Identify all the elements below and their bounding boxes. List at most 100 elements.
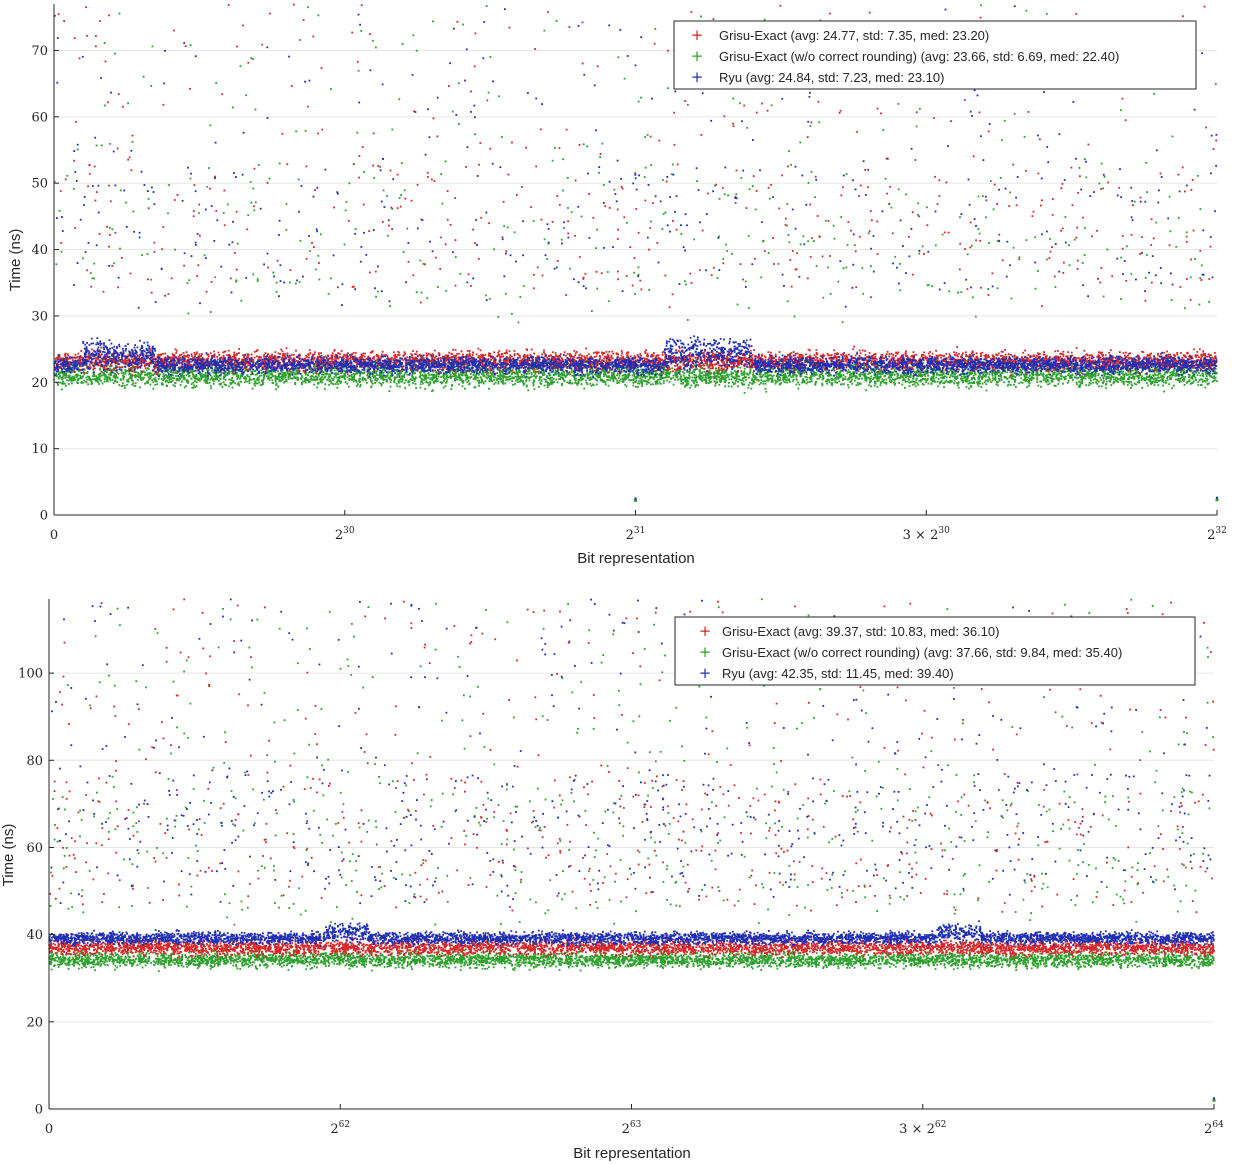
point-top-s1 bbox=[801, 379, 804, 382]
point-top-s1 bbox=[1007, 383, 1010, 386]
point-top-s1 bbox=[718, 379, 721, 381]
point-top-s1 bbox=[743, 371, 746, 373]
point-top-s1 bbox=[919, 375, 922, 378]
point-top-s1 bbox=[1153, 92, 1155, 95]
point-top-s1 bbox=[290, 373, 292, 376]
point-top-s1 bbox=[348, 375, 351, 377]
point-top-s1 bbox=[1040, 380, 1043, 383]
point-top-s1 bbox=[450, 388, 453, 390]
point-top-s1 bbox=[1106, 377, 1109, 379]
point-top-s1 bbox=[696, 375, 698, 378]
point-top-s1 bbox=[1211, 380, 1214, 383]
point-top-s1 bbox=[921, 374, 924, 377]
point-top-s1 bbox=[1003, 368, 1006, 371]
point-top-s1 bbox=[889, 372, 891, 375]
point-top-s1 bbox=[603, 375, 605, 378]
point-top-s1 bbox=[914, 381, 917, 384]
point-top-s1 bbox=[455, 372, 457, 375]
point-top-s1 bbox=[591, 310, 593, 312]
point-top-s1 bbox=[134, 385, 137, 387]
point-top-s1 bbox=[1084, 226, 1086, 229]
point-top-s1 bbox=[60, 382, 63, 385]
point-top-s1 bbox=[1184, 371, 1187, 374]
point-top-s1 bbox=[762, 368, 764, 371]
point-top-s1 bbox=[1065, 375, 1067, 378]
point-top-s1 bbox=[1153, 377, 1156, 380]
point-top-s1 bbox=[1209, 375, 1211, 378]
point-top-s1 bbox=[140, 378, 142, 381]
point-top-s1 bbox=[130, 373, 132, 376]
point-top-s1 bbox=[796, 374, 798, 377]
point-top-s1 bbox=[687, 380, 689, 383]
point-top-s1 bbox=[705, 372, 707, 375]
point-top-s1 bbox=[1028, 374, 1031, 377]
point-top-s1 bbox=[458, 383, 460, 386]
point-top-s1 bbox=[1182, 369, 1185, 372]
point-top-s1 bbox=[917, 384, 920, 386]
point-top-s1 bbox=[1018, 370, 1020, 373]
point-top-s1 bbox=[1118, 364, 1121, 367]
point-top-s1 bbox=[768, 366, 771, 369]
point-top-s1 bbox=[186, 379, 189, 382]
point-top-s1 bbox=[1170, 374, 1173, 376]
point-top-s1 bbox=[200, 378, 202, 380]
point-top-s1 bbox=[359, 385, 361, 388]
point-top-s1 bbox=[1172, 371, 1175, 374]
point-top-s1 bbox=[236, 383, 239, 386]
point-top-s1 bbox=[222, 377, 225, 380]
point-top-s1 bbox=[972, 381, 975, 383]
point-top-s1 bbox=[546, 384, 549, 387]
point-top-s1 bbox=[478, 379, 481, 382]
point-top-s1 bbox=[720, 376, 723, 379]
point-top-s1 bbox=[1156, 381, 1158, 384]
point-top-s1 bbox=[130, 377, 133, 380]
point-top-s1 bbox=[109, 372, 112, 374]
point-top-s1 bbox=[1066, 382, 1069, 384]
point-top-s1 bbox=[890, 380, 893, 382]
point-top-s1 bbox=[1198, 372, 1200, 374]
point-top-s1 bbox=[261, 380, 264, 383]
point-top-s1 bbox=[674, 371, 677, 374]
point-top-s1 bbox=[660, 377, 663, 380]
point-top-s1 bbox=[730, 375, 733, 378]
point-top-s1 bbox=[428, 374, 431, 376]
point-top-s1 bbox=[1053, 373, 1056, 376]
point-top-s1 bbox=[1105, 378, 1108, 380]
point-top-s1 bbox=[164, 374, 167, 377]
point-top-s1 bbox=[429, 378, 432, 380]
point-top-s1 bbox=[1192, 380, 1195, 383]
point-top-s1 bbox=[313, 378, 316, 381]
point-top-s1 bbox=[465, 373, 468, 376]
point-top-s1 bbox=[1036, 374, 1038, 377]
point-top-s1 bbox=[434, 380, 437, 382]
point-top-s1 bbox=[181, 367, 184, 369]
point-top-s1 bbox=[101, 382, 104, 385]
point-top-s1 bbox=[599, 378, 602, 380]
point-top-s1 bbox=[1119, 379, 1122, 381]
point-top-s1 bbox=[969, 371, 972, 374]
point-top-s1 bbox=[132, 210, 135, 213]
point-top-s1 bbox=[957, 381, 960, 384]
point-top-s1 bbox=[1208, 369, 1211, 372]
point-top-s1 bbox=[478, 373, 480, 376]
point-top-s1 bbox=[981, 382, 984, 385]
point-top-s1 bbox=[263, 377, 265, 380]
point-top-s1 bbox=[599, 156, 601, 158]
point-top-s1 bbox=[1153, 369, 1156, 371]
point-top-s1 bbox=[888, 374, 891, 376]
point-top-s1 bbox=[316, 386, 318, 389]
point-top-s1 bbox=[1081, 380, 1084, 383]
point-top-s1 bbox=[1120, 256, 1122, 259]
point-top-s1 bbox=[187, 373, 189, 375]
point-top-s1 bbox=[633, 375, 636, 378]
point-top-s1 bbox=[1123, 376, 1125, 379]
point-top-s1 bbox=[1200, 264, 1203, 267]
point-top-s1 bbox=[425, 374, 428, 377]
point-top-s1 bbox=[602, 184, 605, 186]
point-top-s1 bbox=[828, 379, 830, 381]
point-top-s1 bbox=[754, 208, 757, 211]
point-top-s1 bbox=[663, 380, 665, 382]
point-top-s1 bbox=[716, 375, 719, 377]
point-top-s1 bbox=[838, 374, 840, 377]
point-top-s1 bbox=[698, 369, 701, 372]
